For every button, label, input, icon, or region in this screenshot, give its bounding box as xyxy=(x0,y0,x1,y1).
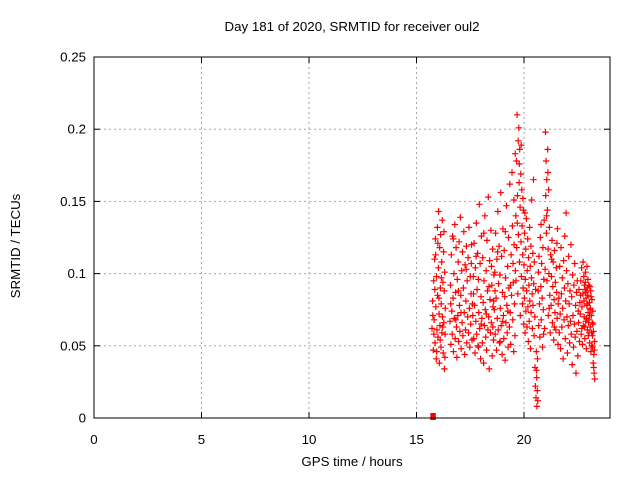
axis-ticks xyxy=(93,56,610,419)
x-tick-label: 5 xyxy=(198,432,205,447)
plot-border xyxy=(93,56,611,419)
chart-title: Day 181 of 2020, SRMTID for receiver oul… xyxy=(225,19,480,34)
y-tick-label: 0.25 xyxy=(60,50,86,65)
x-tick-label: 10 xyxy=(302,432,317,447)
y-tick-label: 0.2 xyxy=(68,122,87,137)
x-axis-label: GPS time / hours xyxy=(301,454,403,469)
y-tick-label: 0.05 xyxy=(60,338,86,353)
x-tick-label: 15 xyxy=(409,432,424,447)
y-tick-label: 0.1 xyxy=(68,266,87,281)
x-tick-label: 20 xyxy=(517,432,532,447)
zero-square-marker xyxy=(430,413,436,420)
y-axis-label: SRMTID / TECUs xyxy=(8,193,23,298)
tick-labels: 0 5 10 15 20 0 0.05 0.1 0.15 0.2 0.25 xyxy=(60,50,531,448)
y-tick-label: 0 xyxy=(79,411,86,426)
y-tick-label: 0.15 xyxy=(60,194,86,209)
scatter-points xyxy=(428,111,598,410)
x-tick-label: 0 xyxy=(90,432,97,447)
gridlines xyxy=(94,57,610,418)
data-points xyxy=(428,111,598,420)
